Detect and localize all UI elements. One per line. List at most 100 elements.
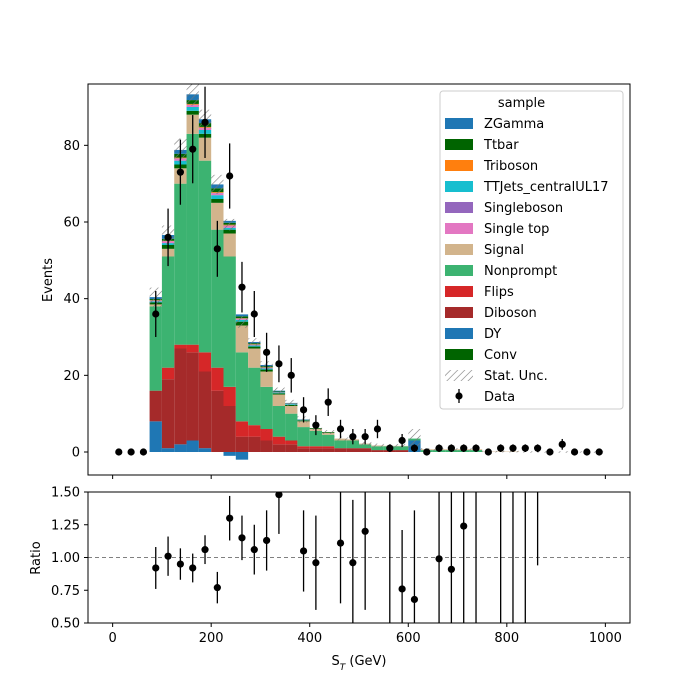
bar-flips xyxy=(297,446,310,449)
x-tick-label: 400 xyxy=(297,631,322,646)
bar-diboson xyxy=(272,444,286,452)
bar-diboson xyxy=(198,371,212,449)
bar-dy xyxy=(198,448,212,452)
data-point xyxy=(435,444,443,452)
legend-label-singleboson: Singleboson xyxy=(484,201,563,216)
ratio-point xyxy=(336,539,345,547)
legend-swatch-conv xyxy=(445,349,473,360)
data-point xyxy=(164,233,172,241)
ratio-point xyxy=(176,560,184,568)
bar-dy xyxy=(186,440,199,452)
bar-diboson xyxy=(186,352,199,441)
legend-label-conv: Conv xyxy=(484,348,517,363)
ratio-y-tick-label: 1.25 xyxy=(51,518,80,533)
bar-signal xyxy=(260,371,273,387)
ratio-point xyxy=(410,595,419,604)
ratio-point xyxy=(460,522,468,530)
ratio-point xyxy=(213,584,221,592)
bar-diboson xyxy=(260,440,273,452)
stat-unc-hatch xyxy=(211,174,224,195)
ratio-panel: 0.50 0.75 1.00 1.25 1.50 0 200 400 600 800 1000 R… xyxy=(29,486,631,673)
stat-unc-hatch xyxy=(371,443,384,448)
bar-diboson xyxy=(309,448,323,452)
ratio-y-ticks: 0.50 0.75 1.00 1.25 1.50 xyxy=(51,486,88,632)
bar-diboson xyxy=(174,348,187,445)
legend-swatch-ttbar xyxy=(445,139,473,150)
bar-conv xyxy=(248,346,261,349)
bar-diboson xyxy=(285,444,298,452)
data-point xyxy=(238,283,246,291)
legend-label-data: Data xyxy=(484,390,515,405)
x-tick-label: 600 xyxy=(396,631,421,646)
bar-nonprompt xyxy=(211,229,224,368)
ratio-error-bars xyxy=(389,492,539,623)
data-point xyxy=(176,168,184,176)
bar-signal xyxy=(211,202,224,230)
data-point xyxy=(509,444,517,452)
bar-nonprompt xyxy=(186,133,199,345)
main-panel: 0 20 40 60 80 Events xyxy=(41,83,631,479)
bar-nonprompt xyxy=(322,434,335,447)
data-point xyxy=(312,421,320,429)
legend-swatch-triboson xyxy=(445,160,473,171)
stat-unc-hatch xyxy=(235,316,249,328)
x-tick-label: 0 xyxy=(108,631,116,646)
legend-swatch-nonprompt xyxy=(445,265,473,276)
bar-nonprompt xyxy=(395,446,409,451)
data-point xyxy=(558,440,566,448)
ratio-x-ticks: 0 200 400 600 800 1000 xyxy=(108,623,622,646)
data-point xyxy=(583,448,591,456)
bar-flips xyxy=(260,429,273,441)
legend: sample ZGamma Ttbar Triboson TTJets_centralU… xyxy=(439,90,624,410)
ratio-point xyxy=(361,527,369,535)
bar-flips xyxy=(174,344,187,349)
legend-swatch-zgamma xyxy=(445,118,473,129)
ratio-point xyxy=(152,564,160,572)
data-point xyxy=(521,444,529,452)
bar-nonprompt xyxy=(248,367,261,426)
bar-nonprompt xyxy=(161,256,175,368)
x-tick-label: 200 xyxy=(199,631,224,646)
ratio-point xyxy=(349,559,357,567)
bar-diboson xyxy=(223,406,236,452)
legend-label-diboson: Diboson xyxy=(484,306,537,321)
stat-unc-hatch xyxy=(408,429,421,449)
bar-conv xyxy=(223,229,236,234)
data-point xyxy=(423,448,431,456)
data-point xyxy=(361,433,369,441)
bar-ttjets-centralul17 xyxy=(211,195,224,199)
data-point xyxy=(324,398,332,406)
bar-flips xyxy=(285,440,298,445)
data-point xyxy=(570,448,579,456)
data-point xyxy=(484,448,492,456)
data-point xyxy=(263,348,271,356)
bar-conv xyxy=(186,110,199,115)
data-point xyxy=(534,444,542,452)
legend-swatch-dy xyxy=(445,328,473,339)
ratio-points xyxy=(152,492,468,623)
data-points xyxy=(115,86,603,456)
data-point xyxy=(139,448,148,456)
legend-title: sample xyxy=(498,96,545,111)
bar-flips xyxy=(322,446,335,449)
legend-label-single-top: Single top xyxy=(484,222,549,237)
bar-conv xyxy=(272,393,286,395)
legend-swatch-singleboson xyxy=(445,202,473,213)
ratio-point xyxy=(263,536,271,545)
y-tick-label: 40 xyxy=(63,292,80,307)
data-point xyxy=(497,444,505,452)
ratio-point xyxy=(447,565,455,573)
y-tick-label: 60 xyxy=(63,216,80,231)
bar-signal xyxy=(285,406,298,414)
data-point xyxy=(386,444,394,452)
stat-unc-hatch xyxy=(334,436,347,441)
bar-dy xyxy=(223,452,236,456)
bar-diboson xyxy=(359,448,372,452)
bar-nonprompt xyxy=(359,444,372,449)
legend-swatch-single-top xyxy=(445,223,473,234)
stat-unc-hatch xyxy=(285,399,298,406)
data-point xyxy=(447,444,455,452)
bar-diboson xyxy=(211,390,224,452)
data-point xyxy=(213,245,221,253)
